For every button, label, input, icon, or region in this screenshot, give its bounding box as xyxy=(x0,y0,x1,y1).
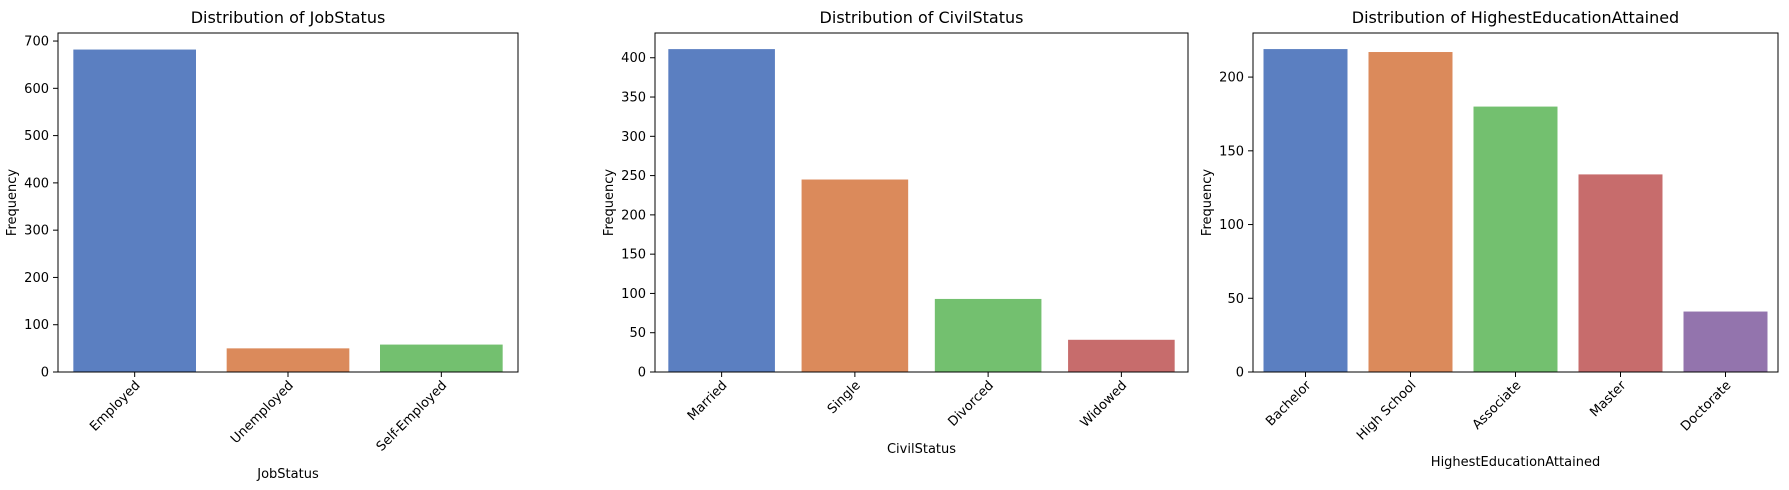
y-tick-label: 50 xyxy=(1227,292,1244,307)
y-tick-label: 200 xyxy=(621,208,646,223)
y-tick-label: 100 xyxy=(621,287,646,302)
x-axis-label: CivilStatus xyxy=(887,442,956,457)
y-tick-label: 400 xyxy=(24,176,49,191)
bar-associate xyxy=(1473,106,1558,372)
y-tick-label: 100 xyxy=(24,318,49,333)
x-tick-label: Divorced xyxy=(946,378,997,429)
subplot-3: 0 50 100 150 200 Bachelor High School Associate… xyxy=(1200,8,1779,470)
bar-doctorate xyxy=(1683,311,1768,372)
x-tick-label: Employed xyxy=(87,378,143,434)
y-tick-label: 200 xyxy=(24,271,49,286)
x-axis-label: JobStatus xyxy=(256,467,319,482)
y-tick-label: 500 xyxy=(24,129,49,144)
bar-widowed xyxy=(1068,339,1175,372)
subplot-1: 0 100 200 300 400 500 600 700 Employed Unemployed… xyxy=(5,8,519,482)
bar-single xyxy=(801,179,909,372)
bar-married xyxy=(668,49,775,373)
x-tick-label: Single xyxy=(825,378,864,417)
subplot-2: 0 50 100 150 200 250 300 350 400 Married Single Div… xyxy=(602,8,1189,457)
bar-unemployed xyxy=(226,348,350,372)
y-tick-label: 150 xyxy=(621,248,646,263)
y-tick-label: 0 xyxy=(1236,366,1244,381)
x-tick-label: Self-Employed xyxy=(374,378,450,454)
plot-frame xyxy=(654,32,1189,373)
x-tick-label: Bachelor xyxy=(1263,378,1315,430)
x-axis-label: HighestEducationAttained xyxy=(1431,455,1600,470)
chart-title: Distribution of HighestEducationAttained xyxy=(1352,8,1679,27)
bar-divorced xyxy=(934,298,1042,372)
chart-title: Distribution of JobStatus xyxy=(191,8,386,27)
y-axis-label: Frequency xyxy=(5,169,20,236)
y-tick-label: 400 xyxy=(621,51,646,66)
x-tick-label: Doctorate xyxy=(1678,378,1734,434)
bar-self-employed xyxy=(380,344,503,372)
y-tick-label: 700 xyxy=(24,35,49,50)
x-tick-label: Married xyxy=(685,378,731,424)
y-tick-label: 0 xyxy=(638,366,646,381)
y-tick-label: 350 xyxy=(621,91,646,106)
x-tick-label: Associate xyxy=(1470,378,1525,433)
y-tick-label: 0 xyxy=(41,366,49,381)
x-tick-label: High School xyxy=(1354,378,1419,443)
y-tick-label: 200 xyxy=(1219,71,1244,86)
bar-bachelor xyxy=(1263,49,1348,373)
chart-title: Distribution of CivilStatus xyxy=(820,8,1024,27)
y-tick-label: 250 xyxy=(621,169,646,184)
bar-master xyxy=(1578,174,1663,372)
x-tick-label: Unemployed xyxy=(228,378,297,447)
y-tick-label: 300 xyxy=(621,130,646,145)
y-tick-label: 600 xyxy=(24,82,49,97)
y-axis-label: Frequency xyxy=(1200,169,1215,236)
y-tick-label: 150 xyxy=(1219,144,1244,159)
y-tick-label: 100 xyxy=(1219,218,1244,233)
y-axis-label: Frequency xyxy=(602,169,617,236)
bar-employed xyxy=(73,49,196,372)
x-tick-label: Widowed xyxy=(1078,378,1131,431)
bar-high-school xyxy=(1368,52,1453,372)
y-tick-label: 300 xyxy=(24,224,49,239)
y-tick-label: 50 xyxy=(629,326,646,341)
x-tick-label: Master xyxy=(1587,378,1629,420)
